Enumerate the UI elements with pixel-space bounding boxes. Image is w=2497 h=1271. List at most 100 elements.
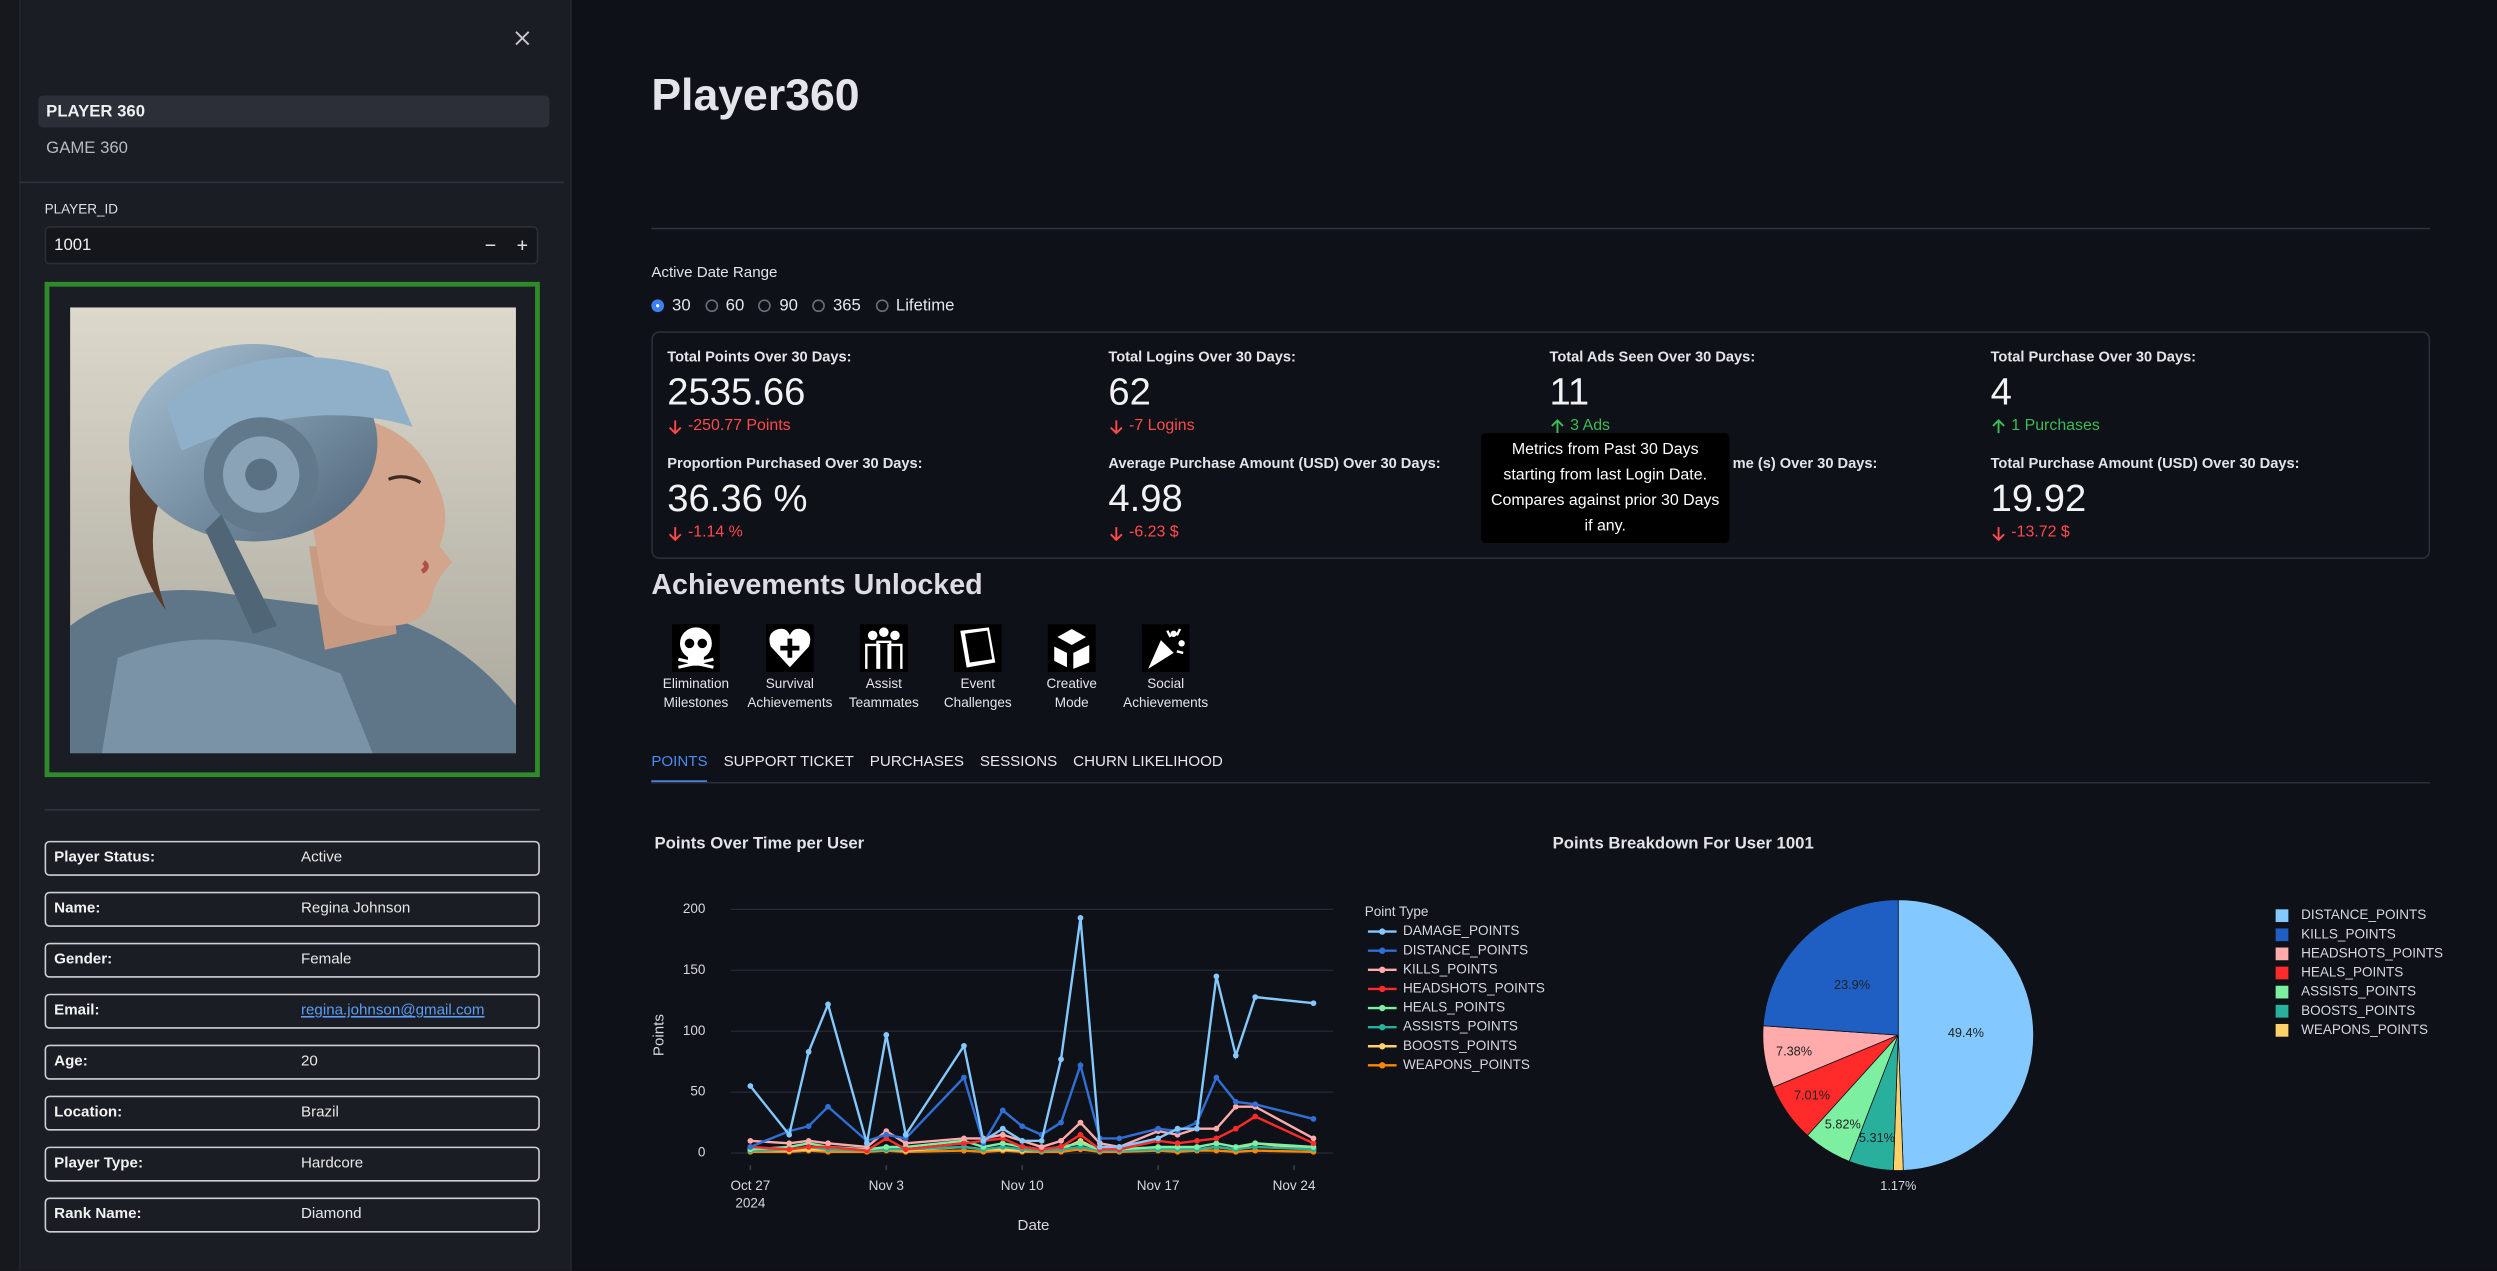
metric-delta: 3 Ads (1549, 417, 1610, 435)
achievement-label: Social Achievements (1116, 674, 1215, 712)
tab[interactable]: SUPPORT TICKET (723, 753, 854, 771)
metric-delta: -250.77 Points (667, 417, 791, 435)
detail-label: Rank Name: (54, 1205, 142, 1224)
data-point (786, 1140, 793, 1147)
tooltip-line: Compares against prior 30 Days (1491, 492, 1720, 510)
increment-button[interactable] (514, 237, 530, 253)
series-line (750, 1139, 1314, 1151)
data-point (1097, 1147, 1103, 1154)
data-point (1038, 1148, 1045, 1155)
metric-label: Average Purchase Amount (USD) Over 30 Da… (1108, 455, 1441, 472)
data-point (1174, 1125, 1181, 1132)
data-point (999, 1125, 1006, 1132)
data-point (805, 1140, 812, 1147)
data-point (786, 1144, 793, 1150)
data-point (1232, 1146, 1239, 1153)
tab-divider (651, 781, 2431, 784)
pie-slice (1762, 899, 1899, 1036)
data-point (1097, 1144, 1103, 1150)
y-tick-label: 50 (690, 1084, 705, 1099)
tab[interactable]: CHURN LIKELIHOOD (1073, 753, 1223, 771)
data-point (961, 1144, 967, 1150)
data-point (864, 1137, 870, 1144)
number-input[interactable]: 1001 (44, 226, 539, 265)
data-point (980, 1144, 987, 1150)
tab[interactable]: PURCHASES (869, 753, 964, 771)
decrement-button[interactable] (483, 237, 499, 253)
pie-label: 1.17% (1880, 1178, 1916, 1193)
tab[interactable]: SESSIONS (979, 753, 1058, 771)
data-point (805, 1146, 812, 1153)
data-point (805, 1147, 812, 1154)
radio-option[interactable]: 60 (704, 296, 744, 315)
x-tick-label: Oct 27 (730, 1178, 770, 1193)
data-point (825, 1146, 831, 1153)
data-point (999, 1144, 1006, 1150)
x-tick-label: Nov 3 (869, 1178, 904, 1193)
data-point (961, 1074, 967, 1081)
achievement-label-line: Achievements (747, 694, 833, 711)
achievement-label-line: Assist (865, 675, 902, 692)
tooltip: Metrics from Past 30 Days starting from … (1480, 433, 1730, 544)
legend-label: DAMAGE_POINTS (1403, 923, 1519, 938)
data-point (747, 1148, 754, 1155)
achievement-icon (765, 624, 814, 673)
metrics-panel (651, 331, 2431, 559)
data-point (883, 1135, 890, 1142)
pie-slice (1762, 1025, 1899, 1088)
data-point (1252, 1144, 1259, 1150)
data-point (1058, 1148, 1064, 1155)
data-point (1174, 1148, 1181, 1155)
x-tick-label: Nov 24 (1273, 1178, 1316, 1193)
radio-option[interactable]: 365 (812, 296, 861, 315)
data-point (825, 1146, 831, 1153)
pie-slice (1897, 899, 2034, 1171)
data-point (1058, 1144, 1064, 1150)
data-point (1232, 1098, 1239, 1105)
legend-label: BOOSTS_POINTS (2301, 1003, 2415, 1018)
tooltip-line: Metrics from Past 30 Days (1511, 441, 1699, 459)
tab[interactable]: POINTS (651, 753, 708, 784)
data-point (825, 1144, 831, 1150)
data-point (1116, 1148, 1123, 1155)
nav-item[interactable]: GAME 360 (46, 138, 128, 158)
email-link[interactable]: regina.johnson@gmail.com (300, 1001, 485, 1020)
data-point (902, 1144, 909, 1150)
tooltip-line: starting from last Login Date. (1503, 466, 1708, 485)
divider (651, 227, 2431, 230)
data-point (1019, 1148, 1026, 1155)
data-point (999, 1107, 1006, 1114)
metric-value: 62 (1108, 371, 1151, 415)
data-point (1194, 1137, 1200, 1144)
detail-label: Player Status: (54, 848, 156, 867)
data-point (902, 1140, 909, 1147)
data-point (864, 1148, 870, 1155)
pie-label: 49.4% (1948, 1025, 1984, 1040)
data-point (1310, 1135, 1317, 1142)
detail-label: Name: (54, 899, 101, 918)
radio-option[interactable]: 30 (651, 296, 691, 315)
radio-option[interactable]: Lifetime (875, 296, 954, 315)
data-point (1232, 1103, 1239, 1110)
data-point (1194, 1125, 1200, 1132)
radio-option[interactable]: 90 (758, 296, 798, 315)
legend-marker (1379, 966, 1386, 973)
data-point (1252, 1103, 1259, 1110)
data-point (1213, 1140, 1220, 1147)
radio-dot (651, 299, 665, 313)
data-point (1038, 1131, 1045, 1138)
close-button[interactable] (513, 29, 532, 48)
data-point (961, 1042, 967, 1049)
delta-arrow (1110, 526, 1123, 541)
radio-dot (704, 299, 718, 313)
series-line (749, 917, 1314, 1149)
data-point (825, 1103, 831, 1110)
legend-label: HEALS_POINTS (1403, 1000, 1505, 1015)
detail-label: Email: (54, 1001, 100, 1020)
nav-item[interactable]: PLAYER 360 (38, 95, 550, 128)
pie-label: 7.01% (1794, 1087, 1830, 1102)
data-point (747, 1146, 754, 1153)
series-line (750, 1139, 1314, 1152)
data-point (1077, 1131, 1084, 1138)
data-point (999, 1131, 1006, 1138)
